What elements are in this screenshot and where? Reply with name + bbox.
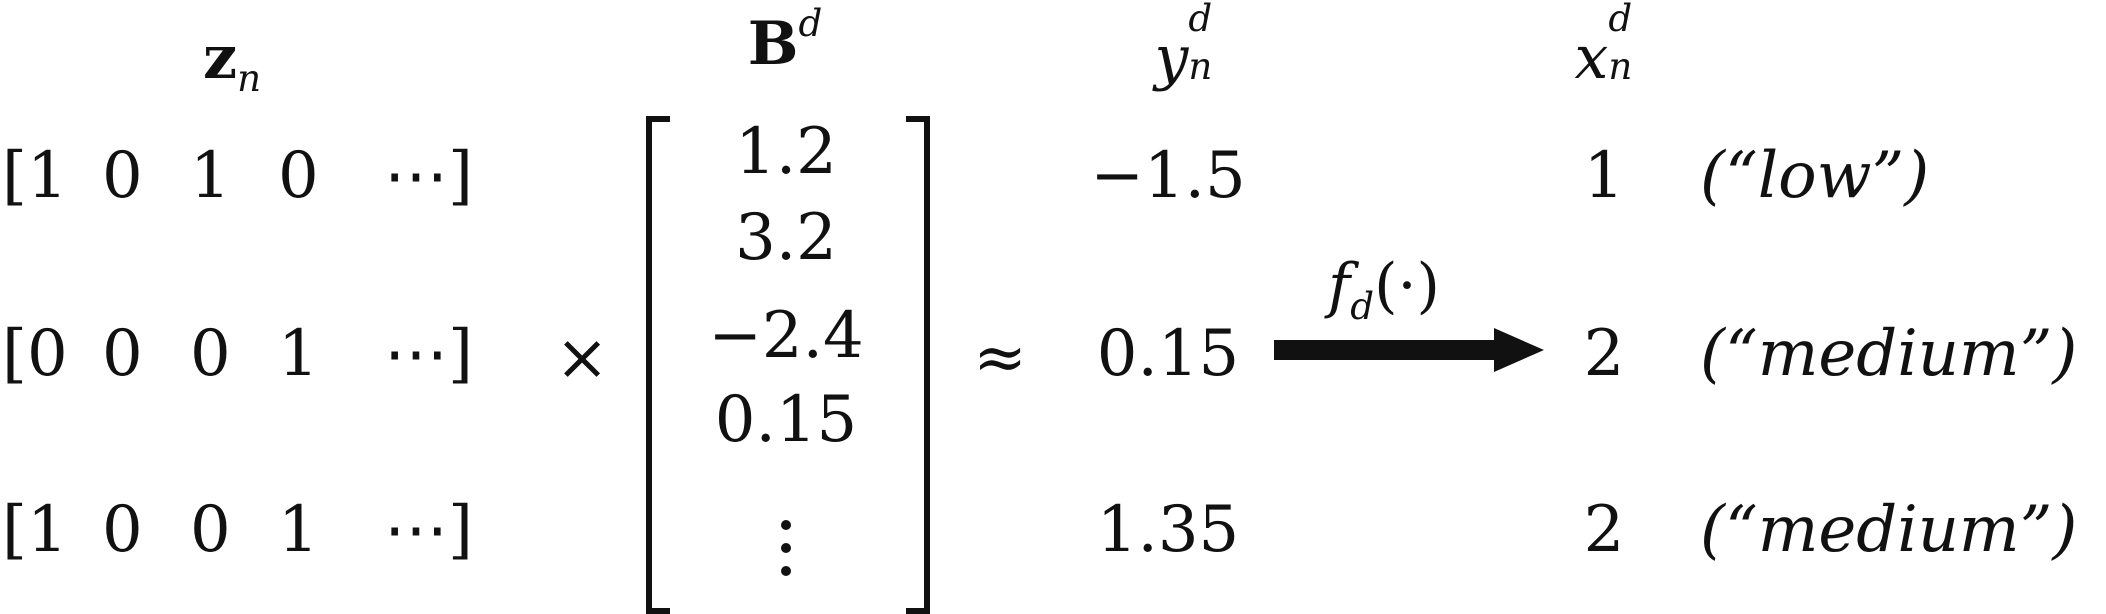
z-row-3-entry-4: 1 [278,493,319,567]
approx-operator: ≈ [973,321,1027,395]
header-y-superscript: d [1188,0,1213,40]
header-z-subscript: n [237,56,262,101]
right-arrow-icon [1274,328,1544,372]
header-z-symbol: z [202,23,238,93]
b-value-2: 3.2 [735,201,837,275]
header-z-n: zn [203,28,261,97]
arrow-label-function: f [1328,251,1351,321]
arrow-shaft [1274,340,1500,360]
left-bracket [646,116,670,614]
y-value-row-2: 0.15 [1096,317,1240,391]
z-row-2-entry-2: 0 [102,317,143,391]
arrow-head [1494,328,1544,372]
y-value-row-1: −1.5 [1090,139,1246,213]
z-row-2-entry-1: [0 [2,317,68,391]
header-x-symbol: x [1574,23,1609,93]
header-y-symbol: y [1154,23,1189,93]
z-row-1-entry-3: 1 [190,139,231,213]
category-label-row-1: (“low”) [1700,139,1930,213]
header-x-superscript: d [1608,0,1633,40]
z-row-3-entry-3: 0 [190,493,231,567]
x-value-row-1: 1 [1583,139,1625,213]
arrow-label: fd(·) [1328,256,1440,325]
header-x-subscript: n [1608,44,1633,88]
header-b-superscript: d [798,1,823,46]
z-row-1-entry-5: ⋯] [384,139,473,213]
z-row-2-entry-3: 0 [190,317,231,391]
category-label-row-2: (“medium”) [1700,317,2078,391]
b-value-1: 1.2 [735,115,837,189]
z-row-3-entry-2: 0 [102,493,143,567]
z-row-3-entry-1: [1 [2,493,68,567]
y-value-row-3: 1.35 [1096,493,1240,567]
z-row-3-entry-5: ⋯] [384,493,473,567]
header-b-d: Bd [748,5,823,74]
arrow-label-argument: (·) [1374,251,1440,321]
x-value-row-2: 2 [1583,317,1625,391]
z-row-1-entry-1: [1 [2,139,68,213]
arrow-label-subscript: d [1350,284,1375,329]
z-row-1-entry-4: 0 [278,139,319,213]
header-y-subscript: n [1188,44,1213,88]
right-bracket [906,116,930,614]
z-row-2-entry-4: 1 [278,317,319,391]
z-row-1-entry-2: 0 [102,139,143,213]
b-value-4: 0.15 [714,383,858,457]
x-value-row-3: 2 [1583,493,1625,567]
category-label-row-3: (“medium”) [1700,493,2078,567]
times-operator: × [555,321,609,395]
b-value-3: −2.4 [708,299,864,373]
vertical-ellipsis-icon [781,520,791,589]
header-b-symbol: B [747,9,799,79]
z-row-2-entry-5: ⋯] [384,317,473,391]
